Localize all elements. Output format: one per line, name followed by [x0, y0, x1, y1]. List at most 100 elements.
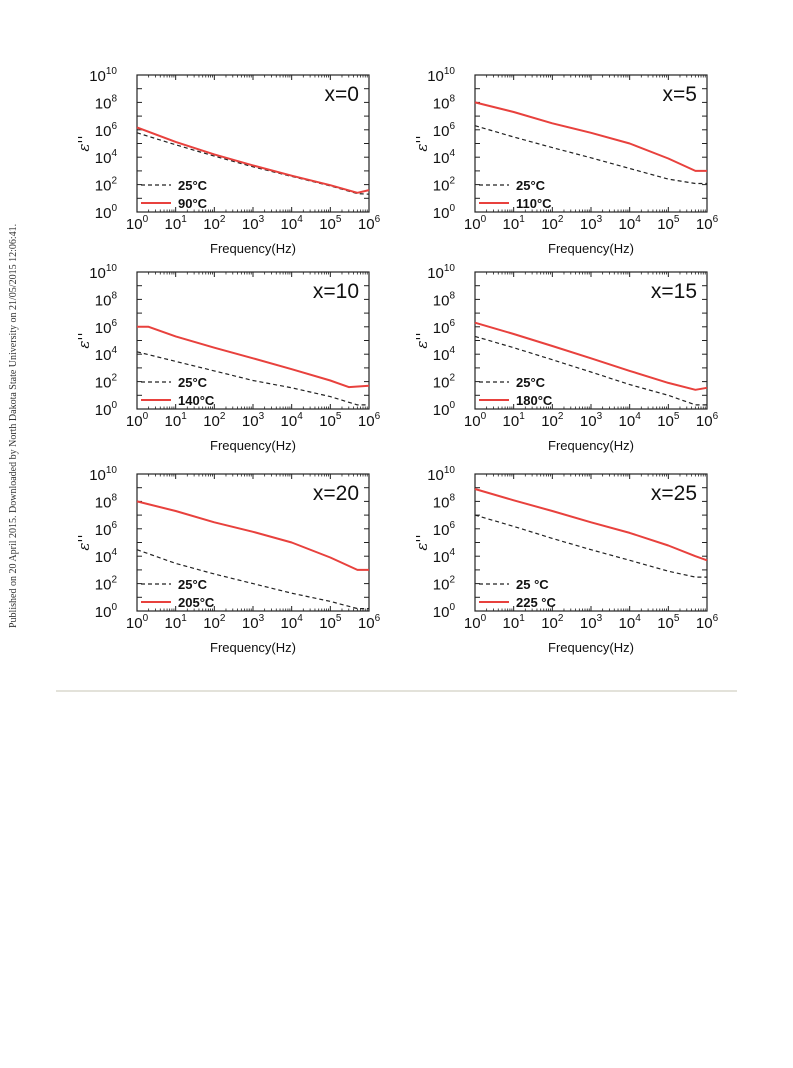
- chart-panel-3: 100 101 102 103 104 105 1061001021041061081010…: [75, 263, 381, 453]
- y-tick-exponent: 8: [111, 290, 117, 301]
- y-axis-label: ε'': [75, 332, 93, 348]
- y-tick-label: 104: [433, 345, 456, 364]
- series-line-2: [136, 500, 369, 571]
- chart-panel-4: 100 101 102 103 104 105 1061001021041061081010…: [413, 263, 719, 453]
- x-tick-exponent: 3: [597, 613, 603, 624]
- x-tick-exponent: 0: [481, 214, 487, 225]
- series-line-1: [136, 549, 369, 610]
- x-tick-exponent: 3: [259, 411, 265, 422]
- x-tick-exponent: 5: [336, 411, 342, 422]
- legend-label-1: 25°C: [178, 577, 208, 592]
- y-tick-exponent: 8: [111, 93, 117, 104]
- x-tick-label: 105: [657, 411, 680, 430]
- y-tick-label: 104: [433, 148, 456, 167]
- x-axis-label: Frequency(Hz): [210, 438, 296, 453]
- x-tick-exponent: 3: [597, 411, 603, 422]
- x-tick-label: 101: [165, 214, 188, 233]
- y-tick-label: 104: [95, 547, 118, 566]
- x-tick-exponent: 1: [519, 613, 525, 624]
- x-tick-label: 105: [319, 613, 342, 632]
- y-tick-exponent: 2: [111, 373, 117, 384]
- x-tick-exponent: 6: [713, 613, 719, 624]
- chart-panel-1: 100 101 102 103 104 105 1061001021041061081010…: [75, 66, 381, 256]
- x-tick-exponent: 3: [597, 214, 603, 225]
- x-tick-label: 103: [242, 214, 265, 233]
- x-tick-exponent: 2: [220, 411, 226, 422]
- x-tick-exponent: 1: [181, 613, 187, 624]
- x-tick-label: 102: [203, 613, 226, 632]
- x-axis-label: Frequency(Hz): [548, 438, 634, 453]
- chart-title: x=25: [651, 482, 697, 505]
- y-tick-label: 102: [433, 575, 456, 594]
- series-line-2: [474, 101, 707, 172]
- y-tick-label: 102: [433, 176, 456, 195]
- x-tick-label: 103: [580, 214, 603, 233]
- x-tick-label: 105: [319, 214, 342, 233]
- y-tick-label: 100: [433, 602, 456, 621]
- y-tick-label: 1010: [427, 66, 455, 85]
- legend-label-2: 90°C: [178, 196, 208, 211]
- x-tick-exponent: 4: [635, 613, 641, 624]
- x-tick-exponent: 1: [519, 214, 525, 225]
- x-tick-exponent: 4: [635, 214, 641, 225]
- y-tick-exponent: 0: [111, 602, 117, 613]
- y-tick-exponent: 10: [444, 66, 456, 77]
- x-tick-exponent: 6: [375, 613, 381, 624]
- legend-label-1: 25 °C: [516, 577, 549, 592]
- x-tick-exponent: 4: [297, 214, 303, 225]
- series-line-2: [474, 321, 708, 391]
- x-tick-label: 105: [657, 214, 680, 233]
- x-tick-label: 100: [126, 411, 149, 430]
- x-tick-exponent: 5: [336, 613, 342, 624]
- x-tick-exponent: 2: [220, 613, 226, 624]
- x-axis-label: Frequency(Hz): [210, 640, 296, 655]
- y-tick-exponent: 0: [449, 400, 455, 411]
- y-tick-label: 100: [433, 400, 456, 419]
- y-tick-label: 104: [95, 148, 118, 167]
- x-tick-label: 100: [464, 214, 487, 233]
- y-tick-label: 100: [95, 400, 118, 419]
- x-tick-label: 103: [242, 613, 265, 632]
- y-tick-exponent: 4: [449, 148, 455, 159]
- x-tick-label: 100: [464, 613, 487, 632]
- x-tick-label: 104: [281, 411, 304, 430]
- y-tick-exponent: 6: [111, 520, 117, 531]
- y-tick-label: 104: [433, 547, 456, 566]
- y-axis-label: ε'': [75, 135, 93, 151]
- y-tick-exponent: 2: [449, 373, 455, 384]
- x-tick-label: 101: [165, 613, 188, 632]
- x-axis-label: Frequency(Hz): [548, 241, 634, 256]
- chart-title: x=20: [313, 482, 359, 505]
- y-tick-exponent: 8: [111, 492, 117, 503]
- x-tick-label: 101: [165, 411, 188, 430]
- x-tick-label: 101: [503, 214, 526, 233]
- y-tick-label: 102: [95, 575, 118, 594]
- y-axis-label: ε'': [413, 135, 431, 151]
- x-tick-label: 101: [503, 613, 526, 632]
- y-tick-exponent: 10: [444, 465, 456, 476]
- y-tick-label: 1010: [427, 263, 455, 282]
- x-axis-label: Frequency(Hz): [548, 640, 634, 655]
- x-tick-exponent: 6: [375, 411, 381, 422]
- y-tick-label: 100: [433, 203, 456, 222]
- legend-label-2: 110°C: [516, 196, 552, 211]
- legend-label-1: 25°C: [516, 178, 546, 193]
- x-tick-exponent: 1: [519, 411, 525, 422]
- y-tick-label: 100: [95, 602, 118, 621]
- y-axis-label: ε'': [413, 332, 431, 348]
- y-tick-exponent: 6: [449, 318, 455, 329]
- chart-panel-6: 100 101 102 103 104 105 1061001021041061081010…: [413, 465, 719, 655]
- x-tick-label: 102: [541, 613, 564, 632]
- y-tick-label: 104: [95, 345, 118, 364]
- y-tick-exponent: 10: [106, 263, 118, 274]
- legend-label-1: 25°C: [178, 178, 208, 193]
- y-tick-exponent: 6: [111, 318, 117, 329]
- y-tick-label: 1010: [427, 465, 455, 484]
- x-tick-exponent: 0: [143, 411, 149, 422]
- y-tick-exponent: 6: [449, 520, 455, 531]
- y-tick-label: 1010: [89, 263, 117, 282]
- y-tick-exponent: 2: [111, 176, 117, 187]
- x-tick-exponent: 5: [674, 411, 680, 422]
- x-tick-label: 102: [203, 411, 226, 430]
- y-tick-label: 1010: [89, 465, 117, 484]
